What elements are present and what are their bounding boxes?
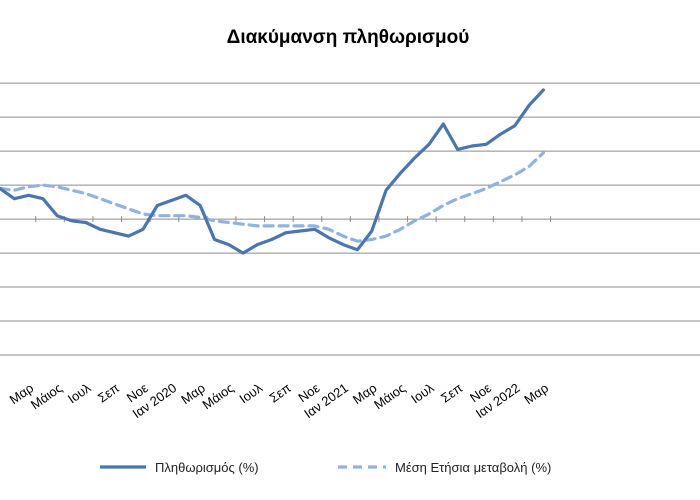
gridlines [0,82,700,356]
series-line-annual-average [0,151,546,243]
series-lines [0,88,546,255]
x-tick-label-2: Ιουλ [65,380,94,407]
x-tick-label-9: Σεπ [266,380,293,405]
series-line-inflation [0,88,546,255]
x-tick-label-13: Μάιος [371,380,408,412]
x-tick-label-18: Μαρ [521,380,551,407]
x-tick-label-7: Μάιος [199,380,236,412]
chart-title: Διακύμανση πληθωρισμού [227,27,470,48]
legend-label-annual-average: Μέση Ετήσια μεταβολή (%) [395,460,551,475]
x-tick-label-1: Μάιος [28,380,65,412]
x-tick-label-3: Σεπ [95,380,122,405]
legend: Πληθωρισμός (%) Μέση Ετήσια μεταβολή (%) [100,460,551,475]
x-tick-label-8: Ιουλ [236,380,265,407]
x-tick-label-15: Σεπ [438,380,465,405]
legend-label-inflation: Πληθωρισμός (%) [155,460,259,475]
x-tick-label-14: Ιουλ [408,380,437,407]
